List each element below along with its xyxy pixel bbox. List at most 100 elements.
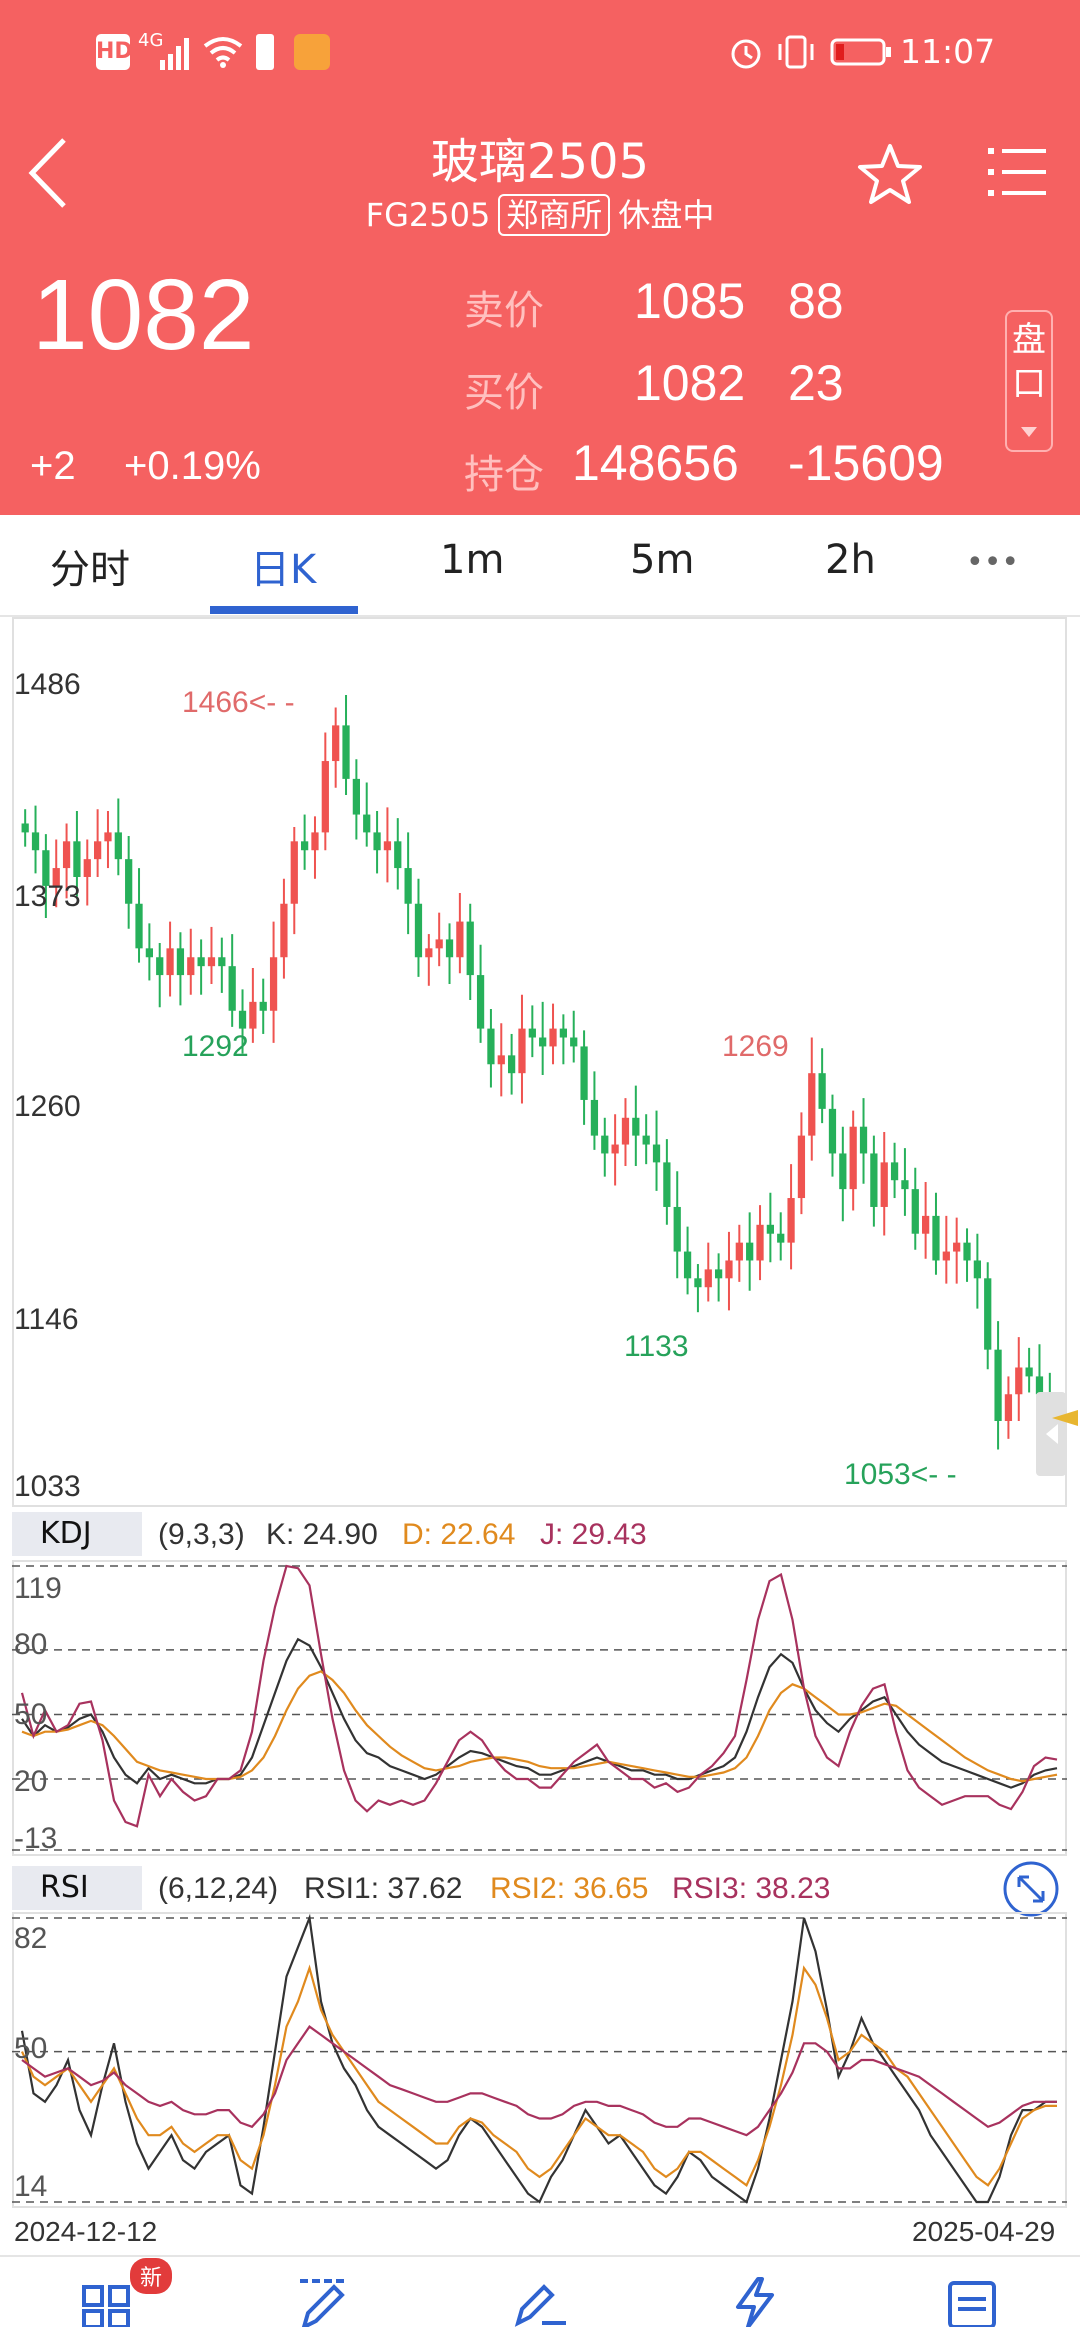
bid-price: 1082 <box>634 355 746 411</box>
candle-body <box>31 832 40 851</box>
kdj-tick-119: 119 <box>14 1572 62 1605</box>
candle-body <box>911 1189 919 1234</box>
orderbook-button[interactable]: 盘 口 <box>1005 310 1053 452</box>
kline-chart-frame[interactable] <box>12 617 1067 1507</box>
lightning-trade-icon[interactable] <box>728 2277 784 2327</box>
candle-body <box>994 1349 1002 1422</box>
rsi-tick-50: 50 <box>14 2032 48 2065</box>
kdj-chart[interactable] <box>12 1560 1067 1856</box>
rsi3-value: RSI3: 38.23 <box>672 1872 831 1905</box>
candle-body <box>652 1144 661 1163</box>
candle-body <box>62 841 71 869</box>
tab-1m[interactable]: 1m <box>440 537 505 583</box>
rsi1-line <box>20 1913 1057 2204</box>
candle-body <box>373 832 381 851</box>
high-marker: 1466<- - <box>182 686 295 719</box>
x-start-date: 2024-12-12 <box>14 2216 158 2247</box>
last-price: 1082 <box>32 259 255 371</box>
bid-volume: 23 <box>788 355 844 411</box>
candle-body <box>756 1224 764 1261</box>
kdj-indicator-tag[interactable]: KDJ <box>12 1512 142 1556</box>
rsi-indicator-tag[interactable]: RSI <box>12 1866 142 1910</box>
candle-body <box>590 1099 599 1136</box>
candle-body <box>1025 1367 1033 1377</box>
ask-price: 1085 <box>634 273 746 329</box>
candle-body <box>1004 1394 1013 1422</box>
kline-chart[interactable] <box>12 617 1067 1507</box>
favorite-star-icon[interactable] <box>856 142 924 206</box>
vibrate-icon <box>778 35 814 69</box>
period-tabs: 分时 日K 1m 5m 2h ••• <box>0 515 1080 617</box>
candle-body <box>73 841 81 877</box>
edit-note-icon[interactable] <box>512 2277 568 2327</box>
kdj-params: (9,3,3) <box>158 1518 245 1551</box>
candle-body <box>663 1162 671 1207</box>
bid-label: 买价 <box>464 370 544 416</box>
scroll-to-latest-handle[interactable] <box>1036 1392 1066 1476</box>
candle-body <box>839 1153 847 1190</box>
rsi2-value: RSI2: 36.65 <box>490 1872 649 1905</box>
back-icon[interactable] <box>26 136 70 210</box>
candle-body <box>228 966 236 1011</box>
more-tabs-button[interactable]: ••• <box>966 545 1020 580</box>
rsi-params: (6,12,24) <box>158 1872 279 1905</box>
candle-body <box>766 1224 774 1234</box>
candle-body <box>456 921 464 958</box>
candle-body <box>218 957 226 967</box>
tab-5m[interactable]: 5m <box>630 537 695 583</box>
candle-body <box>797 1135 806 1199</box>
grid-apps-icon[interactable] <box>80 2277 136 2327</box>
price-change: +2 <box>30 444 76 488</box>
rsi-chart[interactable] <box>12 1912 1067 2208</box>
candle-body <box>445 939 454 958</box>
candle-body <box>238 1010 247 1029</box>
j-line <box>20 1564 1058 1828</box>
hd-icon: HD <box>96 34 133 70</box>
candle-body <box>942 1251 950 1261</box>
candle-body <box>280 903 288 958</box>
candle-body <box>683 1251 692 1279</box>
candle-body <box>114 832 122 860</box>
candle-body <box>352 778 360 815</box>
y-tick-1260: 1260 <box>14 1090 81 1123</box>
tab-2h[interactable]: 2h <box>825 537 876 583</box>
ask-volume: 88 <box>788 273 844 329</box>
candle-body <box>394 841 402 869</box>
draw-pencil-icon[interactable] <box>296 2277 352 2327</box>
x-end-date: 2025-04-29 <box>912 2216 1056 2247</box>
kdj-j-value: J: 29.43 <box>540 1518 647 1551</box>
candle-body <box>187 957 195 976</box>
candle-body <box>487 1028 495 1065</box>
candle-body <box>570 1037 578 1047</box>
candle-body <box>83 859 91 877</box>
candle-body <box>735 1242 743 1261</box>
candle-body <box>249 1001 257 1029</box>
candle-body <box>197 957 205 967</box>
candle-body <box>849 1126 857 1190</box>
candle-body <box>125 859 133 904</box>
tab-intraday[interactable]: 分时 <box>50 547 130 593</box>
caret-down-icon <box>1021 427 1037 437</box>
candle-body <box>611 1144 619 1154</box>
triangle-left-icon <box>1046 1424 1058 1444</box>
candle-body <box>259 1001 267 1011</box>
network-type: 4G <box>138 30 164 51</box>
contract-title: 玻璃2505 <box>430 134 650 190</box>
candle-body <box>870 1153 878 1207</box>
candle-body <box>466 921 474 976</box>
bottom-toolbar <box>0 2255 1080 2327</box>
candle-body <box>301 841 309 851</box>
menu-list-icon[interactable] <box>986 144 1048 200</box>
candle-body <box>559 1028 567 1038</box>
fullscreen-toggle-icon[interactable] <box>1002 1860 1060 1918</box>
tab-daily-k[interactable]: 日K <box>250 547 317 593</box>
candle-body <box>725 1260 733 1279</box>
candle-body <box>632 1117 640 1136</box>
candle-body <box>901 1180 909 1190</box>
candle-body <box>166 948 174 976</box>
order-list-icon[interactable] <box>944 2277 1000 2327</box>
kdj-k-value: K: 24.90 <box>266 1518 378 1551</box>
candle-body <box>973 1260 981 1279</box>
wifi-icon <box>203 37 243 68</box>
candle-body <box>580 1046 588 1100</box>
